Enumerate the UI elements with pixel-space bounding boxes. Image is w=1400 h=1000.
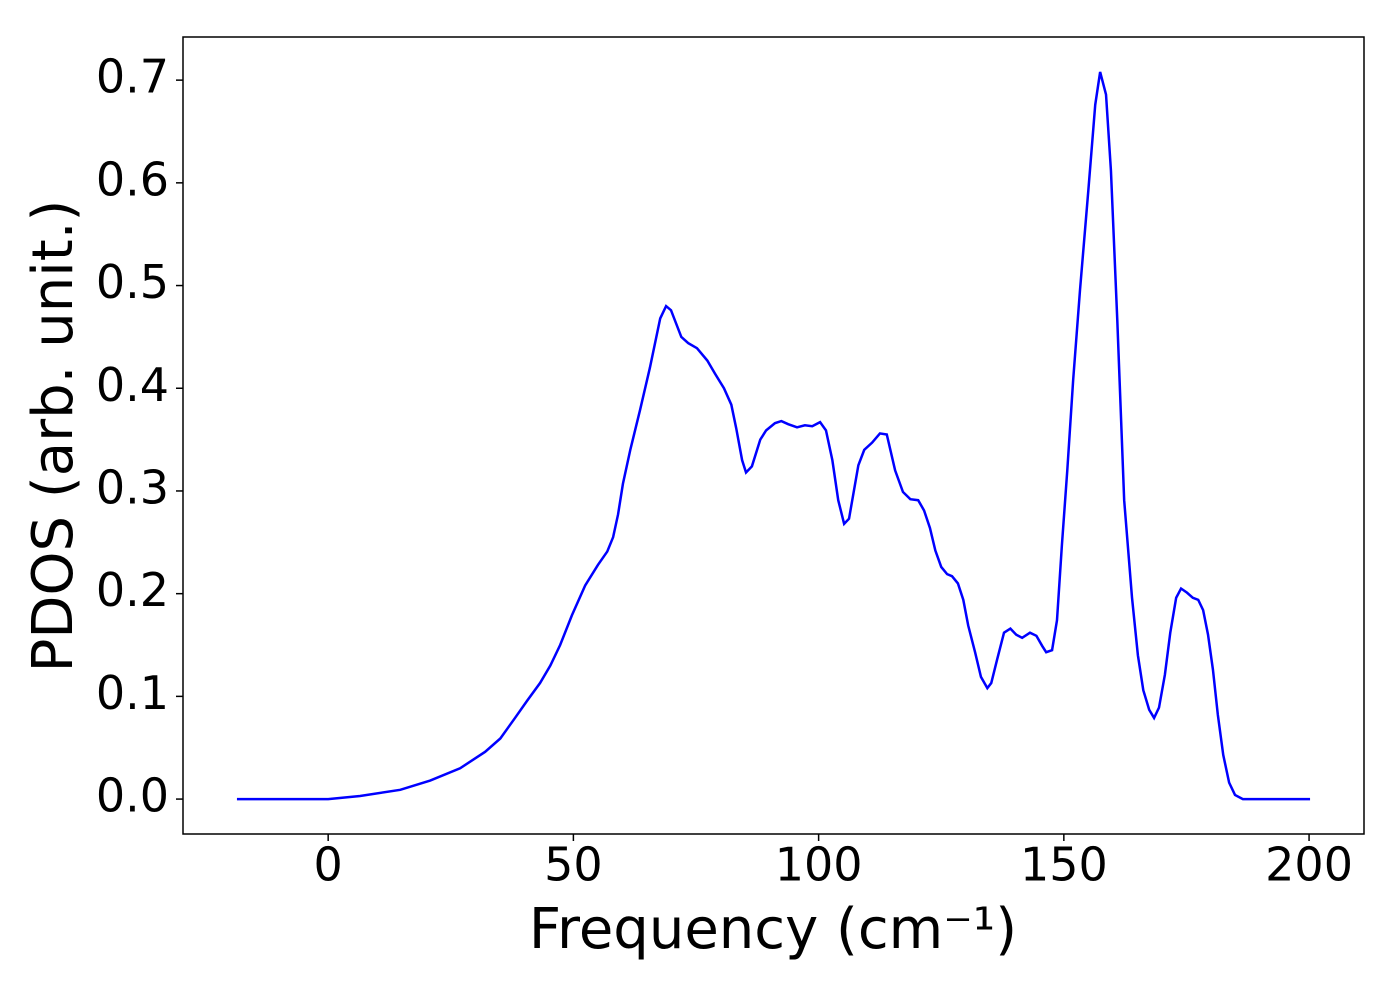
y-tick-label: 0.4 [96,358,169,412]
y-tick-label: 0.3 [96,460,169,514]
y-axis-label: PDOS (arb. unit.) [21,200,86,673]
x-tick-label: 150 [1020,838,1108,892]
y-tick-label: 0.6 [96,152,169,206]
x-axis-label: Frequency (cm⁻¹) [529,897,1017,962]
x-tick-label: 200 [1265,838,1353,892]
x-tick-label: 0 [314,838,343,892]
plot-frame [182,36,1365,835]
x-tick-label: 100 [775,838,863,892]
y-tick-label: 0.1 [96,666,169,720]
y-tick-label: 0.0 [96,769,169,823]
x-tick-label: 50 [544,838,603,892]
y-tick-label: 0.5 [96,255,169,309]
y-tick-label: 0.2 [96,563,169,617]
y-tick-label: 0.7 [96,50,169,104]
data-line [236,71,1311,801]
